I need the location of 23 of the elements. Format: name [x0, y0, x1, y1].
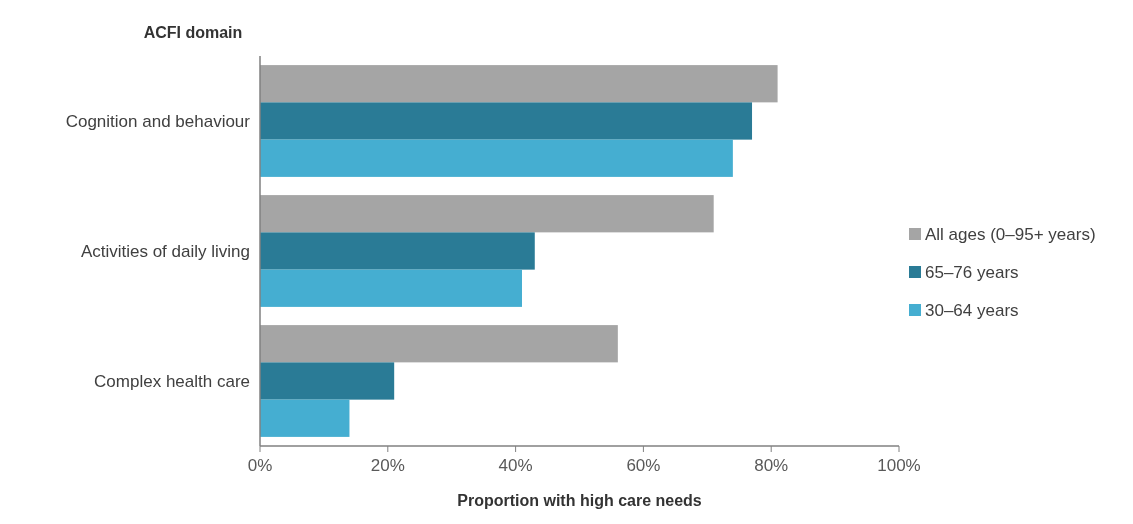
x-tick-label: 100% [877, 456, 921, 475]
x-tick-label: 80% [754, 456, 789, 475]
bar [260, 362, 395, 400]
bar [260, 102, 753, 140]
x-tick-label: 20% [370, 456, 405, 475]
bar [260, 269, 522, 307]
bar [260, 232, 535, 270]
x-tick-label: 40% [498, 456, 533, 475]
x-tick-label: 60% [626, 456, 661, 475]
x-axis-title: Proportion with high care needs [457, 492, 702, 509]
legend-label: All ages (0–95+ years) [925, 224, 1096, 244]
bar [260, 65, 778, 103]
bar [260, 399, 350, 437]
y-tick-label: Activities of daily living [80, 241, 250, 261]
y-axis-title: ACFI domain [143, 24, 243, 41]
bar [260, 195, 714, 233]
legend-label: 65–76 years [925, 262, 1019, 282]
bar [260, 139, 733, 177]
y-tick-label: Cognition and behaviour [65, 111, 251, 131]
x-tick-label: 0% [247, 456, 273, 475]
legend-label: 30–64 years [925, 300, 1019, 320]
bar [260, 325, 618, 363]
y-tick-label: Complex health care [94, 371, 250, 391]
